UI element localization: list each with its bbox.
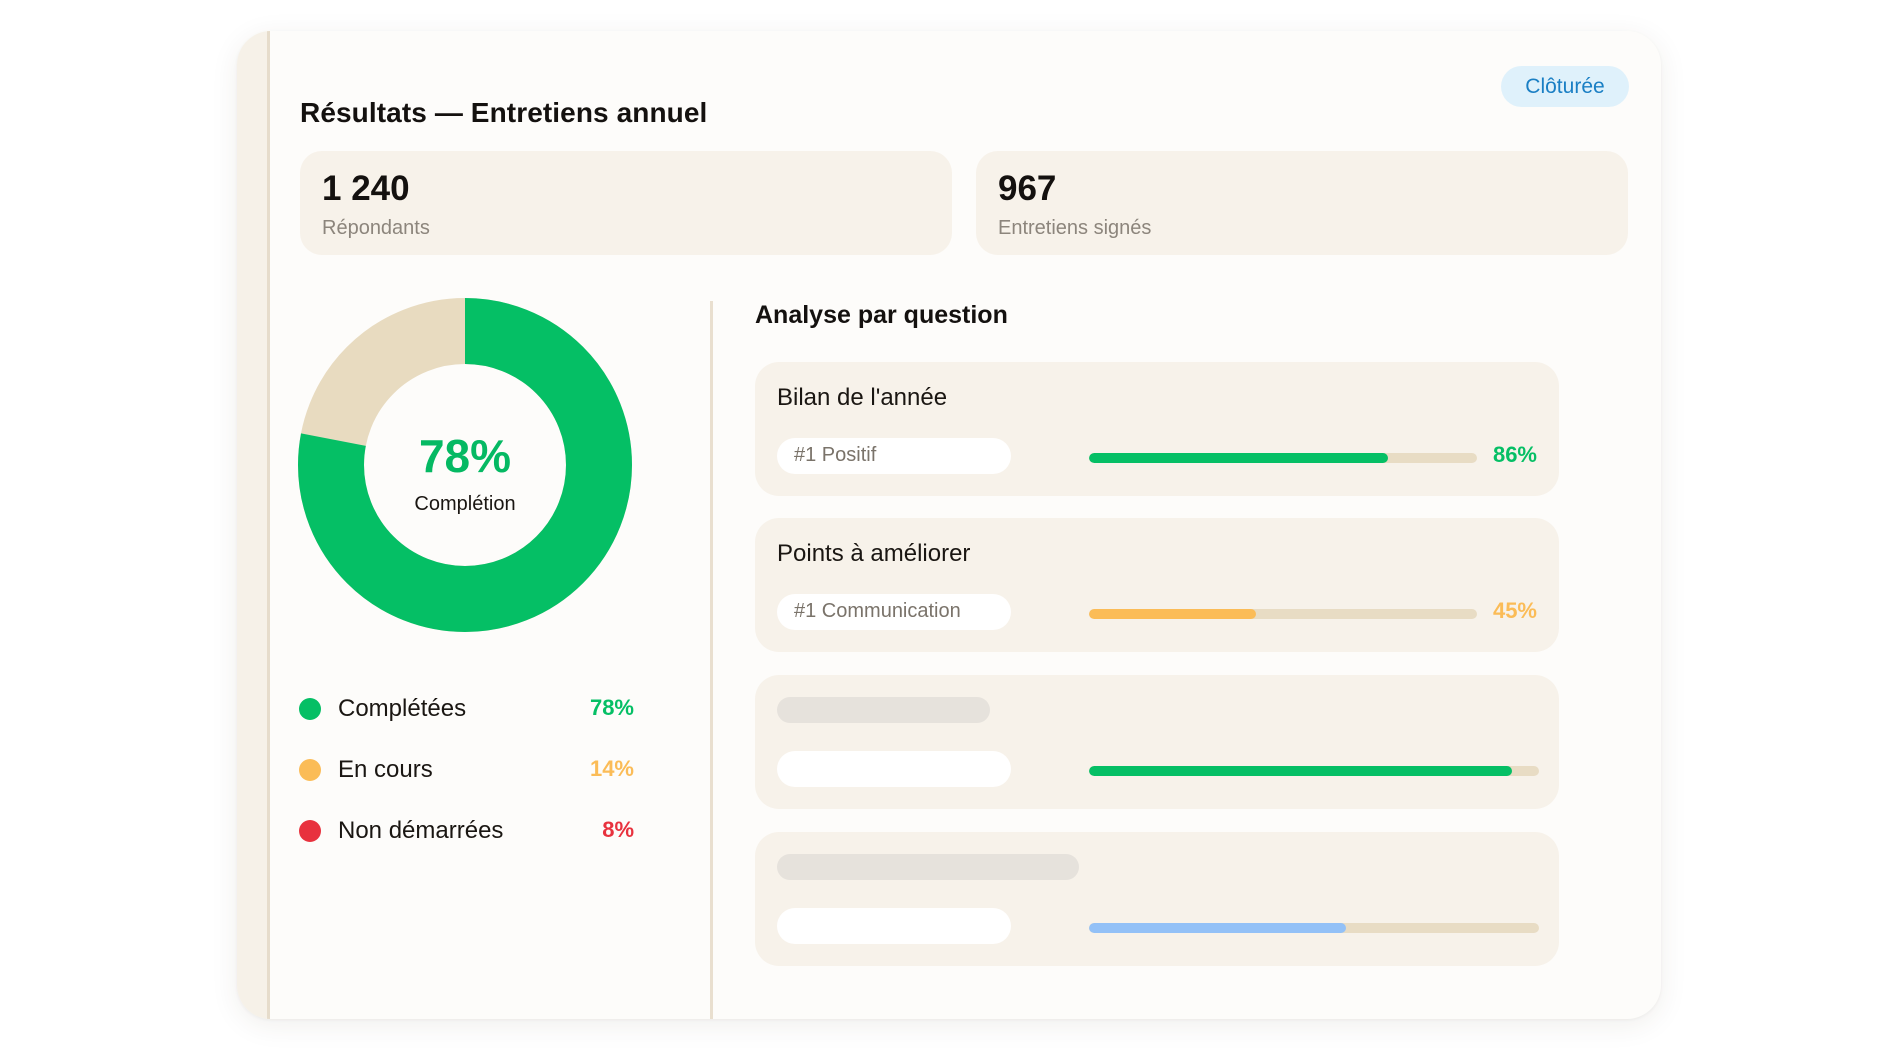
stat-value: 1 240 bbox=[322, 169, 410, 208]
legend-item-in-progress: En cours 14% bbox=[299, 755, 634, 785]
donut-completed-arc bbox=[298, 298, 632, 632]
question-card[interactable]: Points à améliorer #1 Communication 45% bbox=[755, 518, 1559, 652]
legend-dot bbox=[299, 759, 321, 781]
results-card: Résultats — Entretiens annuel Clôturée 1… bbox=[237, 31, 1661, 1019]
question-progress-track bbox=[1089, 609, 1477, 619]
stat-label: Entretiens signés bbox=[998, 217, 1152, 239]
completion-donut-chart bbox=[298, 298, 632, 632]
question-progress-track bbox=[1089, 453, 1477, 463]
stat-value: 967 bbox=[998, 169, 1057, 208]
question-title: Bilan de l'année bbox=[777, 384, 948, 411]
top-answer-label: #1 Communication bbox=[794, 600, 961, 622]
completion-label: Complétion bbox=[414, 493, 516, 515]
question-title: Points à améliorer bbox=[777, 540, 971, 567]
question-progress-track bbox=[1089, 923, 1539, 933]
legend-value: 78% bbox=[589, 695, 634, 720]
question-progress-fill bbox=[1089, 609, 1256, 619]
question-card-loading[interactable] bbox=[755, 832, 1559, 966]
legend-dot bbox=[299, 820, 321, 842]
status-badge: Clôturée bbox=[1501, 66, 1629, 107]
question-percent: 45% bbox=[1492, 598, 1537, 623]
legend-label: En cours bbox=[338, 756, 433, 783]
question-card[interactable]: Bilan de l'année #1 Positif 86% bbox=[755, 362, 1559, 496]
column-divider bbox=[710, 301, 713, 1019]
legend-value: 14% bbox=[589, 756, 634, 781]
question-card-loading[interactable] bbox=[755, 675, 1559, 809]
top-answer-chip: #1 Positif bbox=[777, 438, 1011, 474]
question-percent: 86% bbox=[1492, 442, 1537, 467]
question-progress-fill bbox=[1089, 453, 1388, 463]
legend-item-not-started: Non démarrées 8% bbox=[299, 816, 634, 846]
legend-value: 8% bbox=[602, 817, 634, 842]
question-progress-fill bbox=[1089, 766, 1512, 776]
legend-label: Complétées bbox=[338, 695, 467, 722]
legend-label: Non démarrées bbox=[338, 817, 504, 844]
question-progress-fill bbox=[1089, 923, 1346, 933]
skeleton-chip bbox=[777, 908, 1011, 944]
skeleton-title bbox=[777, 697, 990, 723]
skeleton-chip bbox=[777, 751, 1011, 787]
donut-center: 78% Complétion bbox=[298, 298, 632, 632]
page-title: Résultats — Entretiens annuel bbox=[300, 97, 708, 128]
top-answer-chip: #1 Communication bbox=[777, 594, 1011, 630]
left-strip bbox=[237, 31, 270, 1019]
skeleton-title bbox=[777, 854, 1079, 880]
legend-dot bbox=[299, 698, 321, 720]
completion-percent: 78% bbox=[418, 430, 512, 482]
stat-label: Répondants bbox=[322, 217, 430, 239]
stat-card-respondents: 1 240 Répondants bbox=[300, 151, 952, 255]
legend-item-completed: Complétées 78% bbox=[299, 694, 634, 724]
analysis-title: Analyse par question bbox=[755, 301, 1008, 329]
question-progress-track bbox=[1089, 766, 1539, 776]
top-answer-label: #1 Positif bbox=[794, 444, 877, 466]
stat-card-signed: 967 Entretiens signés bbox=[976, 151, 1628, 255]
